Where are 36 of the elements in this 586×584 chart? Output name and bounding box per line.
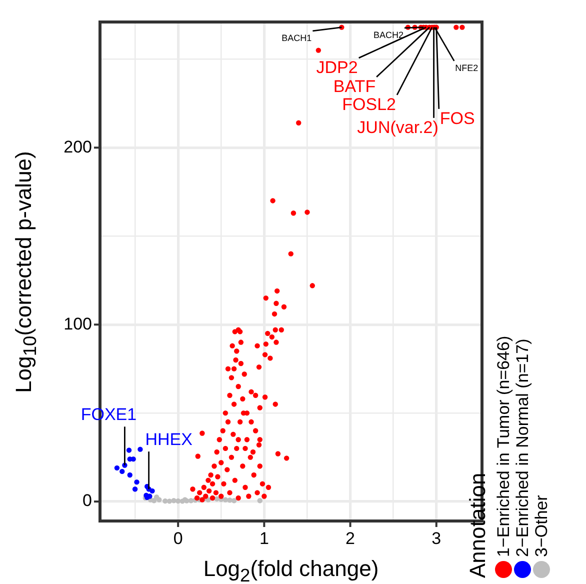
text: 1−Enriched in Tumor (n=646)	[494, 336, 513, 557]
point	[166, 498, 172, 504]
annotation: HHEX	[145, 430, 192, 449]
point	[132, 486, 138, 492]
x-tick-label: 1	[259, 528, 269, 548]
point	[162, 498, 168, 504]
x-tick-label: 3	[432, 528, 442, 548]
annotation: JDP2	[316, 58, 358, 77]
point	[126, 448, 132, 453]
point	[206, 497, 211, 502]
point	[154, 494, 160, 500]
x-tick-label: 2	[346, 528, 356, 548]
y-tick-label: 100	[64, 314, 92, 334]
legend-title: Annotation	[465, 472, 490, 578]
point	[120, 468, 125, 474]
y-tick-label: 0	[82, 491, 92, 510]
x-tick-label: 0	[173, 528, 183, 548]
point	[127, 472, 132, 478]
annotation: FOSL2	[342, 94, 396, 114]
text: 2−Enriched in Normal (n=17)	[513, 338, 532, 557]
y-tick-label: 200	[64, 137, 92, 156]
point	[188, 498, 194, 504]
point	[114, 465, 120, 471]
point	[231, 498, 237, 504]
annotation: FOS	[440, 108, 475, 128]
point	[257, 498, 262, 504]
text: 3−Other	[532, 495, 551, 557]
annotation: BATF	[333, 76, 376, 96]
x-axis-title: Log$_{2}$(fold change)	[203, 556, 379, 584]
annotation: BACH2	[373, 30, 404, 40]
point	[175, 498, 181, 504]
annotation: BACH1	[282, 32, 312, 43]
annotation: JUN(var.2)	[357, 118, 438, 137]
point	[138, 446, 143, 452]
annotation: NFE2	[455, 62, 478, 73]
point	[134, 479, 140, 485]
